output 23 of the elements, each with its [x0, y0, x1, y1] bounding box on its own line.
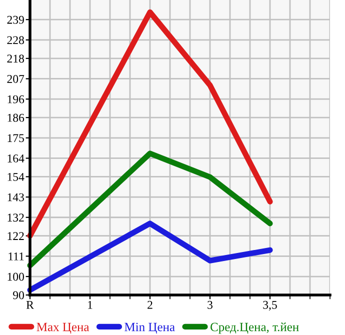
- y-tick-label: 175: [8, 134, 24, 142]
- y-tick-label: 132: [8, 214, 24, 222]
- x-tick-label: 3: [208, 300, 212, 309]
- y-tick-label: 196: [8, 95, 24, 104]
- y-tick-label: 186: [8, 114, 24, 122]
- y-tick-label: 239: [7, 16, 24, 24]
- y-tick-label: 111: [8, 252, 24, 260]
- y-tick-label: 122: [8, 232, 24, 240]
- x-tick-label: 3,5: [263, 300, 277, 311]
- y-tick-label: 164: [8, 154, 24, 162]
- y-tick-label: 154: [8, 173, 24, 181]
- x-tick-label: 2: [148, 300, 152, 309]
- legend-label: Max Цена: [36, 322, 90, 334]
- x-tick-label: R: [26, 301, 34, 309]
- legend-label: Min Цена: [124, 322, 175, 334]
- y-tick-label: 90: [13, 291, 24, 300]
- legend-label: Сред.Цена, т.йен: [210, 322, 299, 334]
- y-tick-label: 228: [7, 36, 24, 44]
- y-tick-label: 143: [8, 193, 24, 202]
- y-tick-label: 218: [7, 54, 24, 63]
- y-tick-label: 207: [7, 74, 24, 83]
- x-tick-label: 1: [88, 300, 92, 309]
- y-tick-label: 100: [8, 272, 24, 281]
